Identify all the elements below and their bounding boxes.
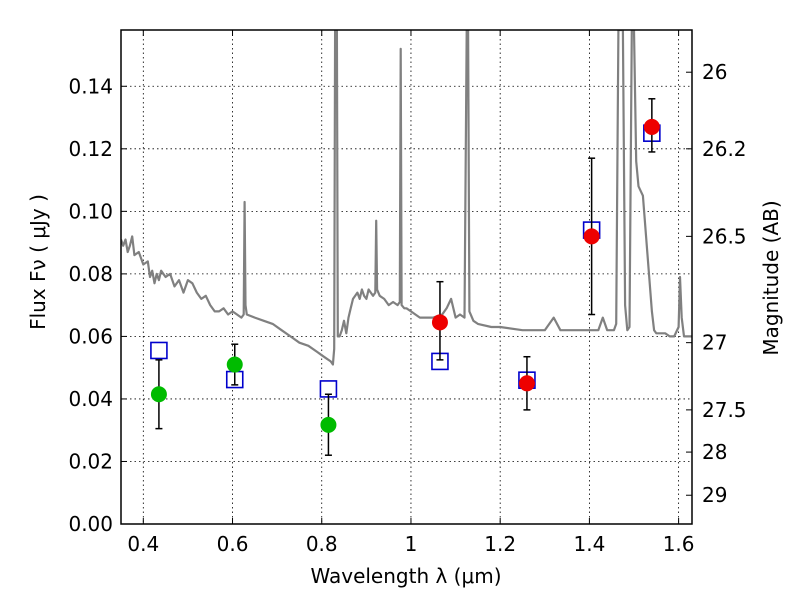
x-tick-label: 0.6 [217, 532, 249, 556]
x-axis-label: Wavelength λ (μm) [310, 564, 501, 588]
spectrum-line [121, 30, 692, 366]
axis-ticks: 0.4 0.6 0.8 1 1.2 1.4 1.6 0.00 0.02 0.04 0.06 0.08 0… [68, 30, 747, 556]
model-square-point [150, 341, 168, 360]
mag-tick-label: 27 [702, 331, 727, 355]
y-tick-label: 0.08 [68, 262, 113, 286]
x-tick-label: 0.8 [306, 532, 338, 556]
y-tick-label: 0.02 [68, 449, 113, 473]
x-tick-label: 1 [405, 532, 418, 556]
x-tick-label: 1.6 [663, 532, 695, 556]
x-tick-label: 1.2 [484, 532, 516, 556]
mag-tick-label: 26.2 [702, 137, 747, 161]
mag-tick-label: 27.5 [702, 398, 747, 422]
right-axis-label: Magnitude (AB) [759, 200, 783, 355]
y-tick-label: 0.14 [68, 74, 113, 98]
mag-tick-label: 29 [702, 483, 727, 507]
mag-tick-label: 28 [702, 440, 727, 464]
mag-tick-label: 26.5 [702, 224, 747, 248]
y-tick-label: 0.06 [68, 324, 113, 348]
observed-point [431, 314, 448, 331]
grid-lines [121, 30, 692, 525]
observed-point [150, 386, 167, 403]
y-tick-label: 0.04 [68, 387, 113, 411]
y-tick-label: 0.10 [68, 199, 113, 223]
y-axis-label: Flux Fν ( μJy ) [26, 194, 50, 330]
observed-point [583, 228, 600, 245]
plot-frame [120, 29, 693, 525]
y-tick-label: 0.00 [68, 512, 113, 536]
observed-point [518, 375, 535, 392]
y-tick-label: 0.12 [68, 137, 113, 161]
mag-tick-label: 26 [702, 60, 727, 84]
observed-point [643, 118, 660, 135]
x-tick-label: 1.4 [573, 532, 605, 556]
observed-point [226, 356, 243, 373]
plot-data [121, 30, 692, 456]
observed-point [320, 416, 337, 433]
x-tick-label: 0.4 [127, 532, 159, 556]
